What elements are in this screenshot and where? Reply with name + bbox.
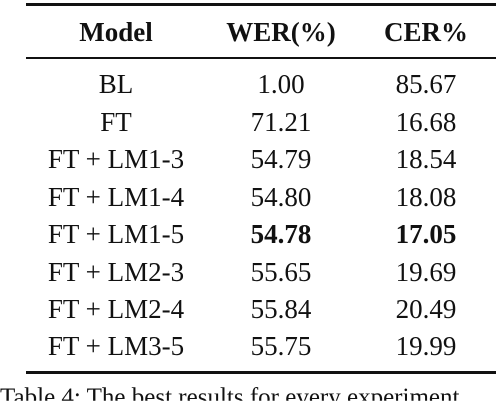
cell-model: BL (98, 68, 134, 99)
cell-cer: 19.69 (395, 256, 457, 287)
table-row: FT 71.21 16.68 (26, 104, 496, 140)
table-row: FT + LM1-4 54.80 18.08 (26, 179, 496, 215)
cell-wer: 54.79 (250, 143, 312, 174)
header-model: Model (79, 16, 153, 47)
cell-wer: 55.75 (250, 330, 312, 361)
cell-cer: 20.49 (395, 293, 457, 324)
cell-wer-best: 54.78 (250, 218, 312, 249)
header-wer: WER(%) (226, 16, 336, 47)
table-row-best: FT + LM1-5 54.78 17.05 (26, 216, 496, 252)
cell-cer: 18.54 (395, 143, 457, 174)
cell-wer: 71.21 (250, 106, 312, 137)
cell-cer: 19.99 (395, 330, 457, 361)
cell-model: FT + LM1-3 (47, 143, 185, 174)
cell-model: FT + LM3-5 (47, 330, 185, 361)
cell-model: FT (100, 106, 132, 137)
table-row: FT + LM2-3 55.65 19.69 (26, 254, 496, 290)
table-row: FT + LM2-4 55.84 20.49 (26, 291, 496, 327)
cell-model: FT + LM2-3 (47, 256, 185, 287)
table-header-row: Model WER(%) CER% (26, 12, 496, 52)
cell-model: FT + LM2-4 (47, 293, 185, 324)
cell-wer: 1.00 (257, 68, 305, 99)
cell-model: FT + LM1-5 (47, 218, 185, 249)
table-header-rule (26, 57, 496, 59)
cell-wer: 55.84 (250, 293, 312, 324)
cell-cer: 18.08 (395, 181, 457, 212)
table-row: FT + LM3-5 55.75 19.99 (26, 328, 496, 364)
table-top-rule (26, 3, 496, 6)
cell-cer: 16.68 (395, 106, 457, 137)
cell-wer: 54.80 (250, 181, 312, 212)
cell-cer-best: 17.05 (395, 218, 457, 249)
cell-wer: 55.65 (250, 256, 312, 287)
table-caption: Table 4: The best results for every expe… (0, 384, 460, 410)
table-bottom-rule (26, 371, 496, 374)
header-cer: CER% (383, 16, 468, 47)
cell-model: FT + LM1-4 (47, 181, 185, 212)
cell-cer: 85.67 (395, 68, 457, 99)
table-row: FT + LM1-3 54.79 18.54 (26, 141, 496, 177)
table-row: BL 1.00 85.67 (26, 66, 496, 102)
